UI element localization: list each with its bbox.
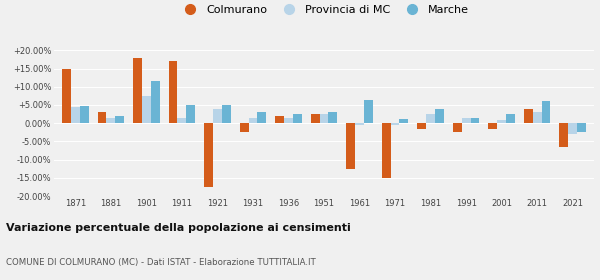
Bar — [320, 114, 328, 123]
Bar — [248, 118, 257, 123]
Bar — [98, 112, 106, 123]
Bar — [470, 118, 479, 123]
Bar — [169, 60, 178, 123]
Legend: Colmurano, Provincia di MC, Marche: Colmurano, Provincia di MC, Marche — [175, 1, 473, 20]
Bar — [461, 118, 470, 123]
Bar — [533, 112, 542, 123]
Bar — [284, 118, 293, 123]
Bar — [391, 123, 400, 125]
Bar — [222, 105, 231, 123]
Bar — [542, 101, 550, 123]
Bar — [62, 69, 71, 123]
Bar — [559, 123, 568, 147]
Bar — [453, 123, 461, 132]
Bar — [239, 123, 248, 132]
Bar — [488, 123, 497, 129]
Bar — [142, 96, 151, 123]
Bar — [328, 112, 337, 123]
Bar — [435, 109, 444, 123]
Bar — [364, 100, 373, 123]
Bar — [293, 114, 302, 123]
Bar — [275, 116, 284, 123]
Bar — [80, 106, 89, 123]
Bar — [311, 114, 320, 123]
Bar — [346, 123, 355, 169]
Bar — [568, 123, 577, 134]
Bar — [187, 105, 195, 123]
Bar — [400, 119, 409, 123]
Bar — [71, 107, 80, 123]
Bar — [577, 123, 586, 132]
Bar — [257, 111, 266, 123]
Text: Variazione percentuale della popolazione ai censimenti: Variazione percentuale della popolazione… — [6, 223, 351, 233]
Bar — [133, 58, 142, 123]
Bar — [417, 123, 426, 129]
Bar — [524, 109, 533, 123]
Bar — [151, 81, 160, 123]
Bar — [426, 114, 435, 123]
Bar — [213, 109, 222, 123]
Bar — [178, 118, 187, 123]
Bar — [106, 118, 115, 123]
Bar — [355, 123, 364, 125]
Text: COMUNE DI COLMURANO (MC) - Dati ISTAT - Elaborazione TUTTITALIA.IT: COMUNE DI COLMURANO (MC) - Dati ISTAT - … — [6, 258, 316, 267]
Bar — [115, 116, 124, 123]
Bar — [497, 120, 506, 123]
Bar — [506, 114, 515, 123]
Bar — [204, 123, 213, 187]
Bar — [382, 123, 391, 178]
